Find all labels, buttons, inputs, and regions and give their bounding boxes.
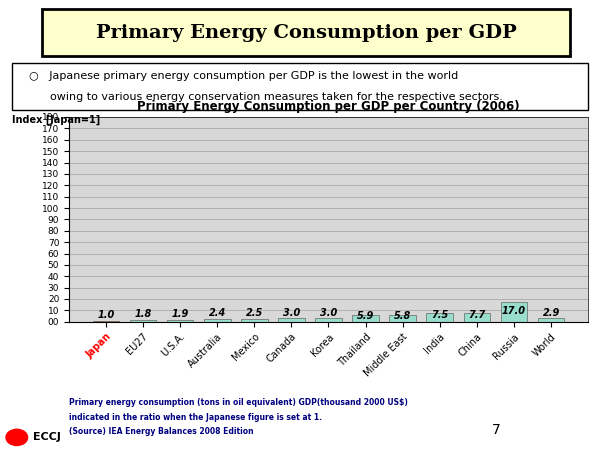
Bar — [241, 319, 268, 322]
Text: 1.9: 1.9 — [172, 309, 189, 319]
Bar — [464, 313, 490, 322]
Bar — [389, 315, 416, 322]
Text: 2.5: 2.5 — [245, 308, 263, 318]
Bar — [167, 320, 193, 322]
Bar — [500, 302, 527, 322]
Text: 1.8: 1.8 — [134, 309, 152, 319]
FancyBboxPatch shape — [12, 63, 588, 110]
Text: 3.0: 3.0 — [283, 308, 300, 318]
Title: Primary Energy Consumption per GDP per Country (2006): Primary Energy Consumption per GDP per C… — [137, 100, 520, 113]
Text: 7.7: 7.7 — [468, 310, 485, 320]
Bar — [427, 313, 453, 322]
Text: ECCJ: ECCJ — [33, 432, 61, 442]
Text: 2.9: 2.9 — [542, 308, 560, 318]
Text: 7: 7 — [492, 423, 501, 436]
Text: owing to various energy conservation measures taken for the respective sectors.: owing to various energy conservation mea… — [29, 92, 503, 102]
Text: Index [Japan=1]: Index [Japan=1] — [12, 115, 100, 125]
Text: Primary energy consumption (tons in oil equivalent) GDP(thousand 2000 US$): Primary energy consumption (tons in oil … — [69, 398, 408, 407]
Text: Primary Energy Consumption per GDP: Primary Energy Consumption per GDP — [95, 23, 517, 42]
Text: ○   Japanese primary energy consumption per GDP is the lowest in the world: ○ Japanese primary energy consumption pe… — [29, 71, 458, 81]
Bar — [352, 315, 379, 322]
Text: 1.0: 1.0 — [97, 310, 115, 320]
Text: 3.0: 3.0 — [320, 308, 337, 318]
Text: 17.0: 17.0 — [502, 306, 526, 316]
Bar — [278, 318, 305, 322]
Bar — [130, 320, 157, 322]
FancyBboxPatch shape — [42, 9, 570, 56]
Text: 7.5: 7.5 — [431, 310, 448, 320]
Text: 2.4: 2.4 — [209, 308, 226, 319]
Bar — [92, 320, 119, 322]
Text: (Source) IEA Energy Balances 2008 Edition: (Source) IEA Energy Balances 2008 Editio… — [69, 427, 254, 436]
Bar — [204, 319, 230, 322]
Text: 5.8: 5.8 — [394, 311, 412, 321]
Bar — [538, 319, 565, 322]
Text: 5.9: 5.9 — [357, 310, 374, 321]
Text: indicated in the ratio when the Japanese figure is set at 1.: indicated in the ratio when the Japanese… — [69, 413, 322, 422]
Bar — [315, 318, 342, 322]
